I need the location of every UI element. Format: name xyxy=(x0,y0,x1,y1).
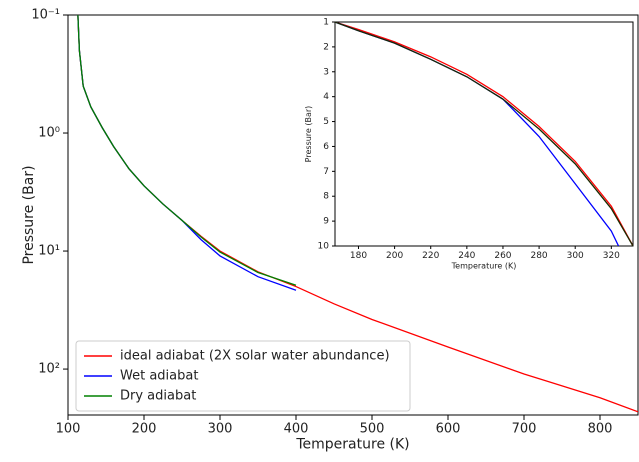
y-tick-label: 10 xyxy=(318,242,330,252)
x-tick-label: 300 xyxy=(208,422,233,437)
x-tick-label: 280 xyxy=(530,251,547,261)
series-group xyxy=(335,22,633,246)
x-tick-label: 200 xyxy=(132,422,157,437)
plot: 180 200 220 240 260 280 300 320 1 2 3 4 5 6 7 8 9 10 Tempe… xyxy=(304,18,634,271)
x-axis-label: Temperature (K) xyxy=(451,262,517,271)
y-tick-label: 1 xyxy=(323,18,329,28)
legend-frame xyxy=(75,340,411,412)
series-line xyxy=(335,22,633,246)
x-tick-label: 500 xyxy=(360,422,385,437)
series-line xyxy=(77,15,297,286)
x-tick-label: 260 xyxy=(494,251,511,261)
x-axis-label: Temperature (K) xyxy=(295,437,409,453)
y-axis-label: Pressure (Bar) xyxy=(304,106,313,163)
y-tick-label: 9 xyxy=(323,217,329,227)
y-axis-label: Pressure (Bar) xyxy=(21,165,37,264)
y-tick-label: 2 xyxy=(323,42,329,52)
x-tick-label: 220 xyxy=(422,251,439,261)
y-tick-label: 10¹ xyxy=(38,244,60,259)
x-tick-label: 700 xyxy=(512,422,537,437)
y-tick-label: 10⁰ xyxy=(38,126,60,141)
x-tick-label: 180 xyxy=(350,251,367,261)
y-tick-label: 4 xyxy=(323,92,329,102)
x-tick-label: 200 xyxy=(386,251,403,261)
plot-area xyxy=(334,21,634,247)
legend-label: Wet adiabat xyxy=(120,369,198,384)
legend: ideal adiabat (2X solar water abundance)… xyxy=(75,340,411,412)
series-group xyxy=(77,15,638,413)
series-line xyxy=(335,22,633,246)
x-tick-label: 400 xyxy=(284,422,309,437)
x-tick-label: 100 xyxy=(56,422,81,437)
x-tick-label: 240 xyxy=(458,251,475,261)
y-tick-label: 10² xyxy=(38,362,60,377)
y-tick-label: 5 xyxy=(323,117,329,127)
x-tick-label: 800 xyxy=(588,422,613,437)
y-tick-label: 3 xyxy=(323,67,329,77)
x-tick-label: 300 xyxy=(567,251,584,261)
legend-label: ideal adiabat (2X solar water abundance) xyxy=(120,349,390,364)
x-tick-label: 600 xyxy=(436,422,461,437)
legend-label: Dry adiabat xyxy=(120,389,196,404)
x-tick-label: 320 xyxy=(603,251,620,261)
y-tick-label: 8 xyxy=(323,192,329,202)
y-tick-label: 6 xyxy=(323,142,329,152)
y-tick-label: 7 xyxy=(323,167,329,177)
y-tick-label: 10⁻¹ xyxy=(31,8,60,23)
